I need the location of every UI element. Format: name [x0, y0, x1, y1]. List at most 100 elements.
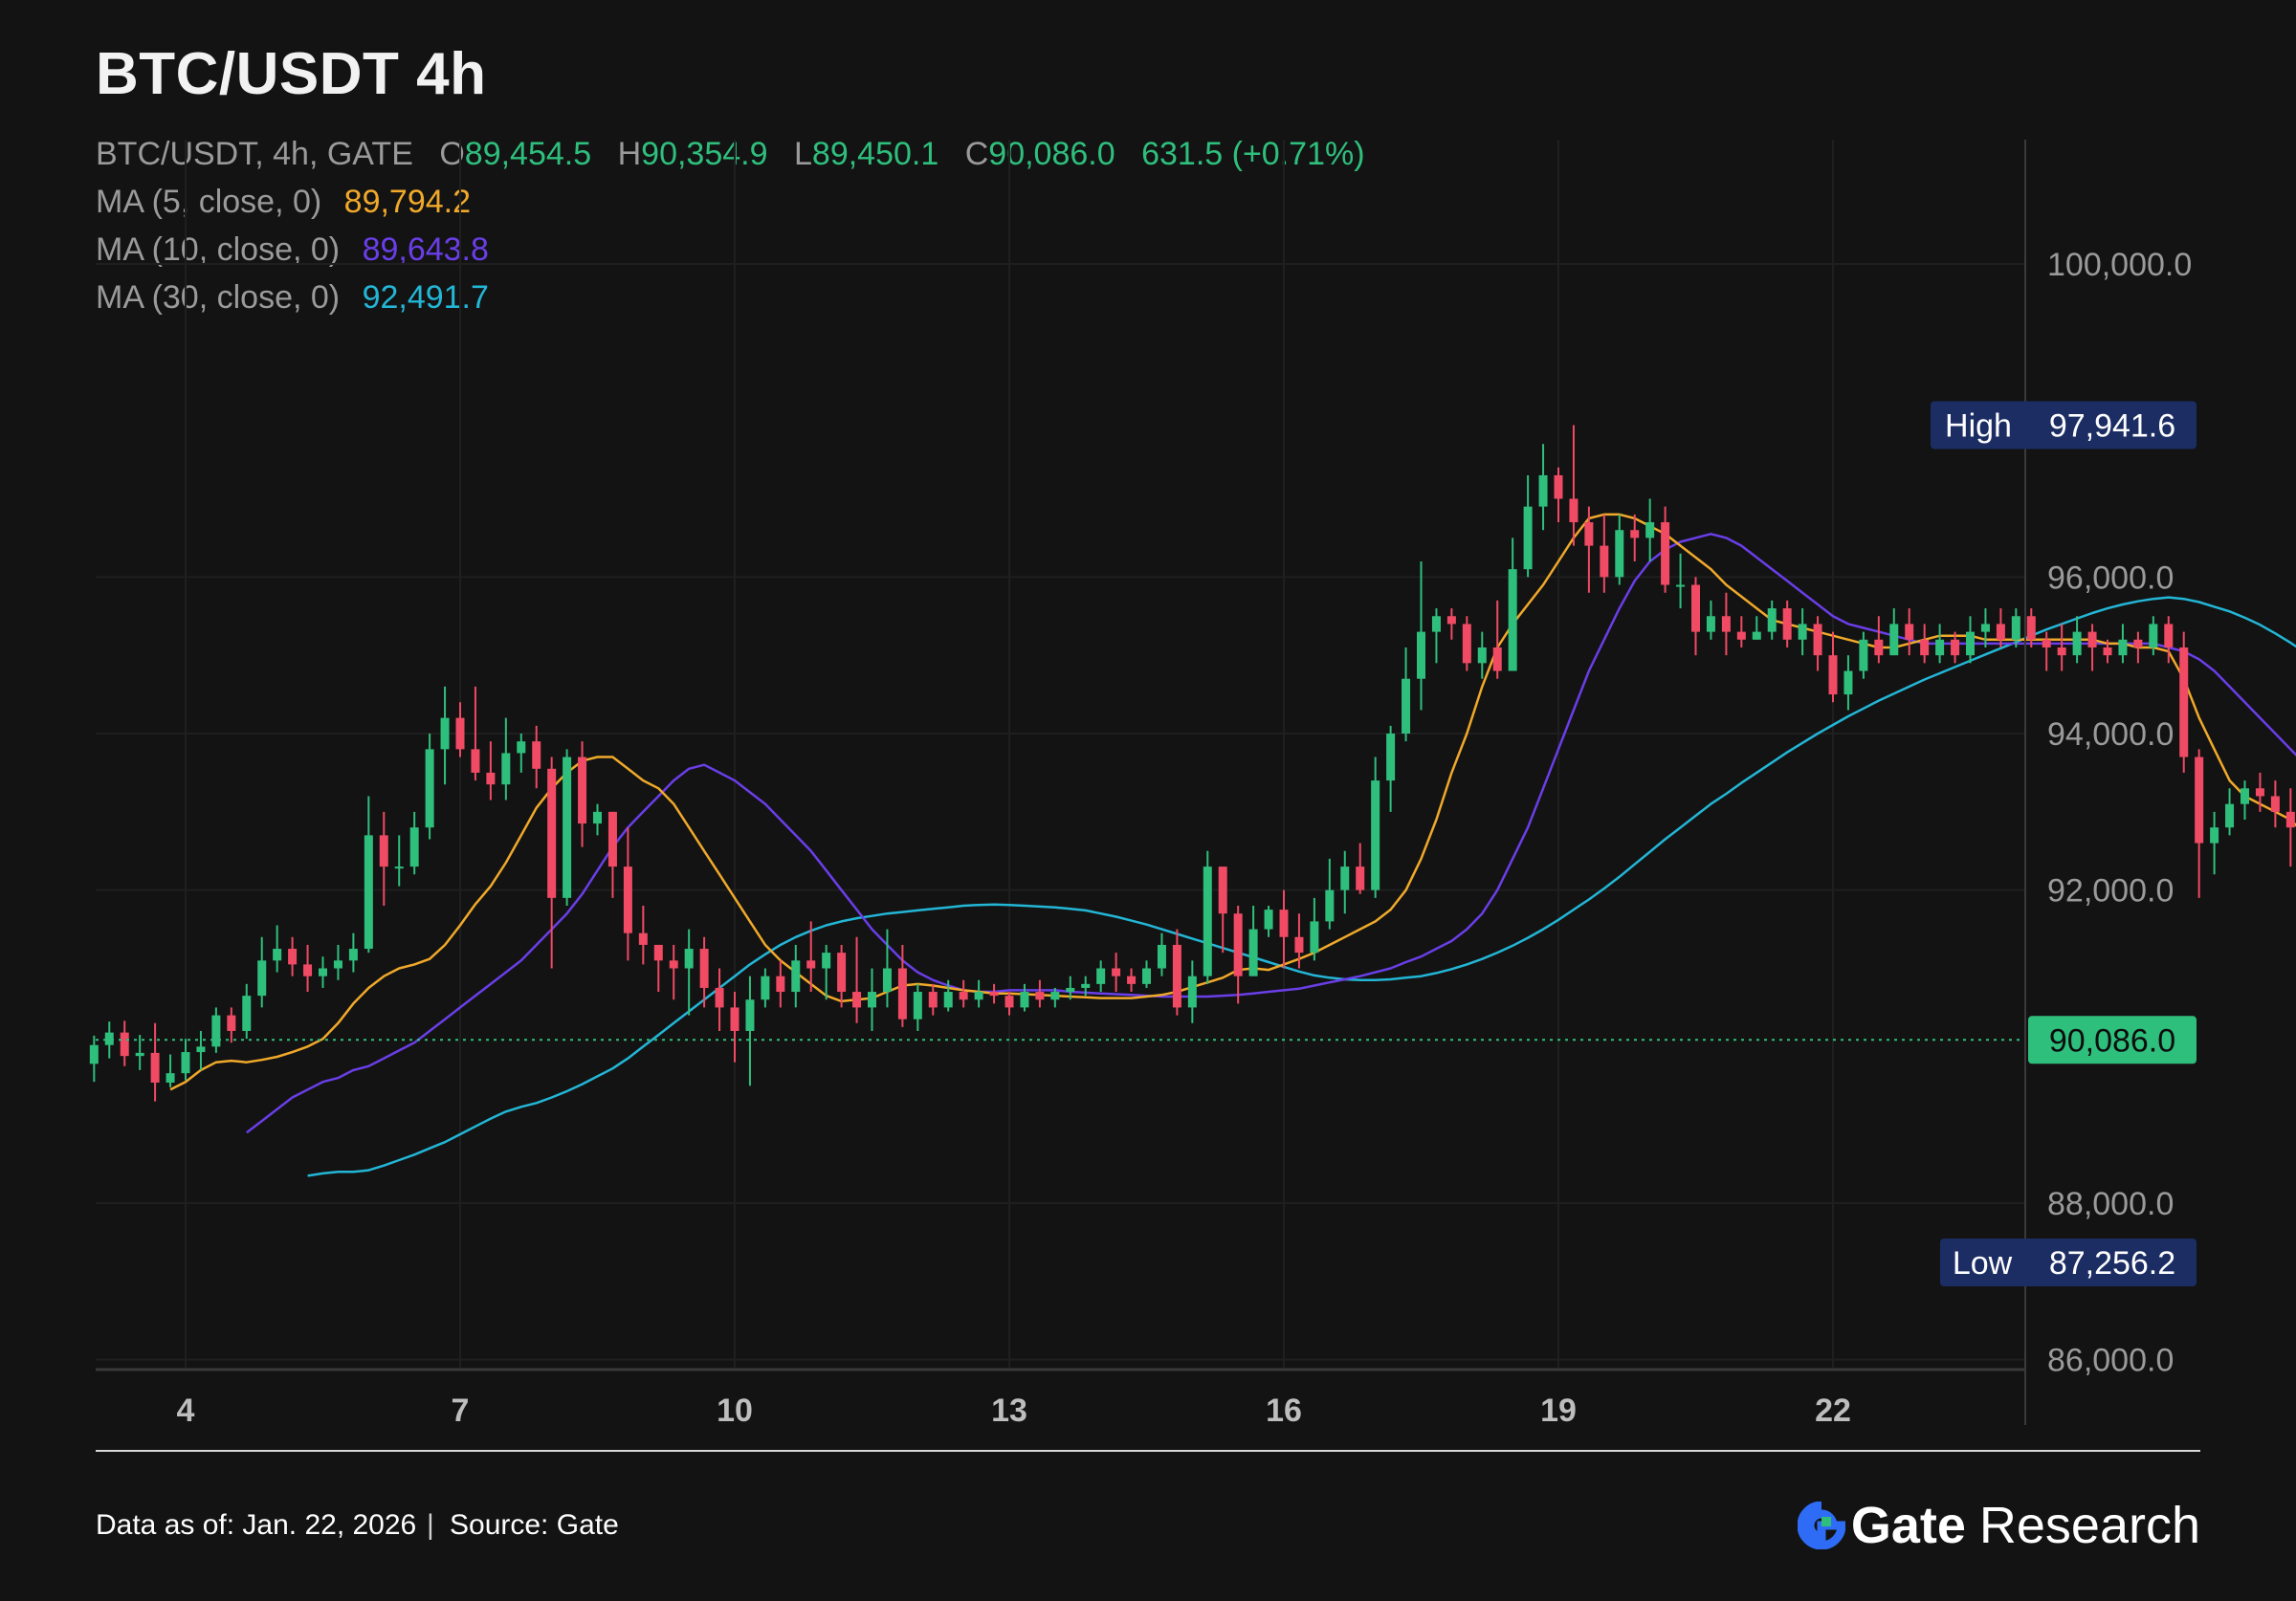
- candle-up: [1508, 537, 1517, 671]
- y-tick-label: 88,000.0: [2047, 1186, 2174, 1222]
- high-value: 97,941.6: [2049, 407, 2175, 444]
- low-value: 89,450.1: [811, 136, 939, 172]
- candle-up: [1615, 514, 1624, 585]
- candle-down: [1691, 577, 1700, 656]
- candle-body: [1935, 639, 1945, 656]
- candle-body: [1676, 584, 1686, 587]
- candle-body: [273, 949, 282, 961]
- candle-body: [1172, 944, 1181, 1008]
- candle-body: [2179, 647, 2189, 757]
- candle-body: [150, 1052, 160, 1083]
- high-value: 90,354.9: [641, 136, 768, 172]
- candle-body: [196, 1046, 206, 1053]
- candle-body: [669, 960, 678, 969]
- candle-body: [348, 949, 358, 961]
- ma30-legend: MA (30, close, 0) 92,491.7: [96, 279, 489, 317]
- candle-down: [227, 1007, 236, 1043]
- candle-body: [1752, 631, 1761, 640]
- candle-up: [1523, 474, 1533, 578]
- candle-up: [2149, 616, 2158, 656]
- candle-body: [211, 1015, 221, 1047]
- source-label: Source:: [450, 1509, 549, 1541]
- candle-body: [806, 960, 816, 969]
- ma5-value: 89,794.2: [343, 184, 472, 220]
- candle-down: [120, 1020, 129, 1066]
- candle-up: [2011, 608, 2020, 647]
- candle-body: [607, 811, 617, 867]
- candle-body: [1020, 992, 1029, 1008]
- candle-body: [1279, 910, 1289, 937]
- candle-up: [745, 976, 755, 1086]
- footer-divider: [96, 1450, 2200, 1452]
- candle-body: [1127, 976, 1137, 984]
- candle-body: [2133, 639, 2143, 647]
- candle-body: [1050, 992, 1060, 1000]
- candle-body: [1661, 522, 1670, 585]
- candle-down: [1218, 866, 1227, 954]
- candle-body: [1736, 631, 1746, 640]
- y-tick-label: 96,000.0: [2047, 559, 2174, 596]
- candle-down: [1996, 608, 2005, 647]
- candle-down: [150, 1022, 160, 1102]
- candle-down: [669, 944, 678, 1000]
- candle-body: [1523, 506, 1533, 570]
- candle-up: [1889, 608, 1899, 656]
- candle-body: [745, 999, 755, 1031]
- candle-body: [1508, 569, 1517, 671]
- candle-up: [319, 956, 327, 988]
- source-value: Gate: [556, 1509, 619, 1541]
- high-label: High: [1945, 407, 2012, 444]
- candle-down: [1661, 506, 1670, 593]
- candle-body: [913, 992, 922, 1020]
- candle-up: [181, 1039, 190, 1081]
- candle-up: [1386, 725, 1396, 812]
- candle-body: [1767, 608, 1777, 632]
- candle-body: [1492, 647, 1502, 671]
- candle-body: [1798, 624, 1807, 640]
- candle-body: [1889, 624, 1899, 656]
- moving-average-lines: [169, 513, 2296, 1177]
- candle-up: [684, 929, 694, 1016]
- candle-down: [928, 983, 938, 1016]
- candle-down: [1951, 631, 1960, 664]
- y-tick-label: 92,000.0: [2047, 873, 2174, 910]
- close-label: C: [964, 136, 989, 172]
- candle-body: [882, 968, 892, 993]
- candle-body: [501, 753, 511, 785]
- candle-up: [409, 811, 419, 875]
- candle-down: [837, 944, 847, 1008]
- ma5-legend: MA (5, close, 0) 89,794.2: [96, 184, 471, 221]
- candle-down: [288, 936, 298, 976]
- candle-up: [1203, 850, 1212, 984]
- candle-up: [2225, 788, 2235, 836]
- candle-body: [1782, 608, 1792, 640]
- candle-body: [2255, 788, 2264, 797]
- candle-body: [1462, 624, 1471, 664]
- footer-separator: |: [427, 1509, 434, 1541]
- high-label: H: [617, 136, 642, 172]
- candle-down: [1782, 600, 1792, 647]
- candle-up: [1538, 444, 1548, 531]
- candle-up: [761, 968, 770, 1008]
- ohlc-legend: BTC/USDT, 4h, GATE O89,454.5 H90,354.9 L…: [96, 136, 1365, 173]
- candle-body: [2164, 624, 2174, 647]
- candle-down: [547, 757, 557, 969]
- candle-up: [517, 734, 526, 773]
- candle-body: [1569, 498, 1578, 523]
- candle-up: [348, 932, 358, 973]
- candle-body: [1356, 866, 1365, 890]
- candle-body: [2270, 796, 2280, 812]
- candle-body: [1859, 639, 1868, 671]
- candle-body: [547, 768, 557, 898]
- y-tick-label: 94,000.0: [2047, 716, 2174, 753]
- candle-body: [761, 976, 770, 1000]
- candle-body: [623, 866, 632, 933]
- candle-body: [2087, 631, 2097, 647]
- candle-down: [2133, 631, 2143, 664]
- candle-body: [2285, 811, 2295, 828]
- candle-body: [593, 811, 602, 824]
- brand-research: Research: [1978, 1497, 2200, 1554]
- candle-body: [288, 949, 298, 965]
- candle-body: [379, 835, 388, 867]
- candle-body: [1371, 780, 1380, 890]
